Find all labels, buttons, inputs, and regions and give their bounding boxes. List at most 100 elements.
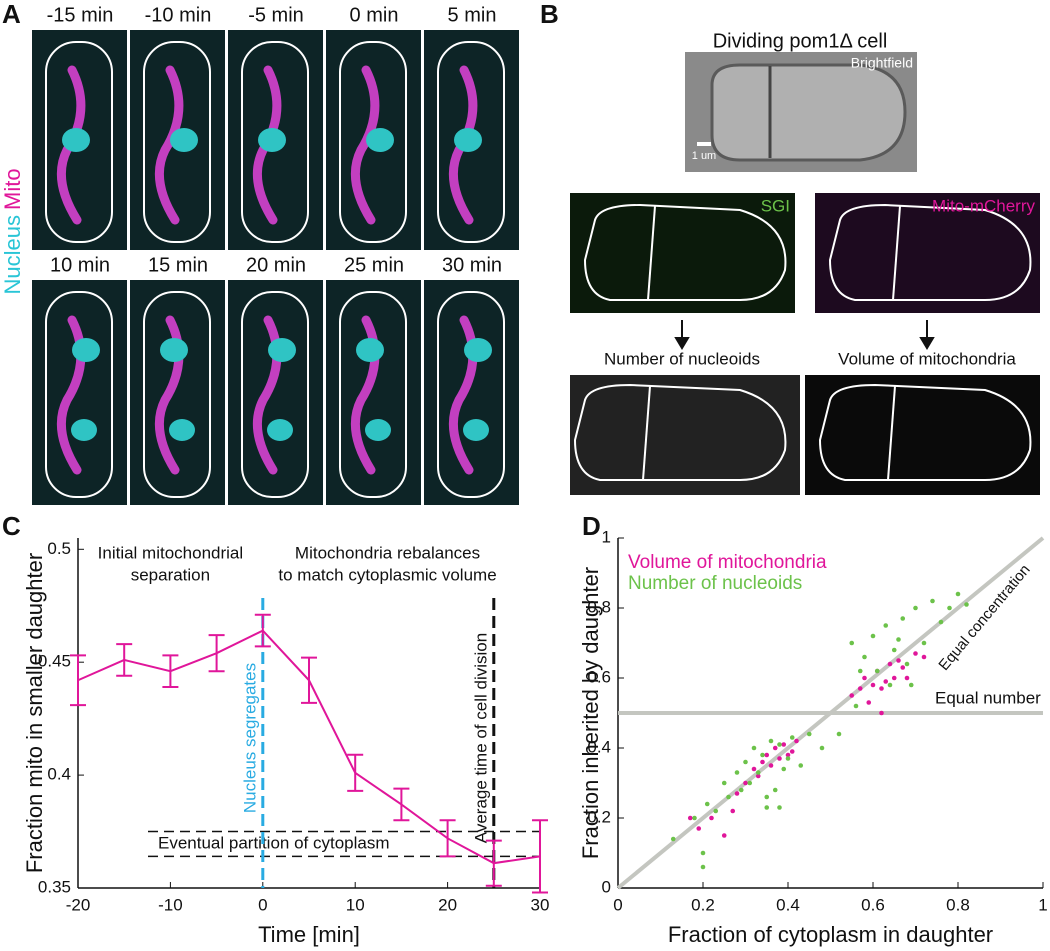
label: 1 um [692,150,716,162]
point [874,668,880,674]
nucleus [62,128,90,152]
time-label: -5 min [248,4,304,26]
x-tick-label: 0.8 [946,895,970,914]
point [700,850,706,856]
nucleus [170,128,198,152]
point [772,745,778,751]
error-bar [532,819,548,894]
line-label: Equal concentration [935,561,1033,674]
point [794,738,799,744]
legend-entry: Volume of mitochondria [628,552,827,573]
time-label: 10 min [50,254,110,276]
scale-bar [697,142,711,146]
point [887,661,893,667]
point [900,616,906,621]
point [789,749,795,754]
point [955,591,961,597]
point [849,693,855,698]
point [964,602,969,607]
x-tick-label: 0.2 [691,895,715,914]
time-label: 0 min [350,4,399,26]
time-label: -10 min [145,4,212,26]
point [879,710,884,716]
point [777,742,782,747]
nucleus [71,419,97,441]
point [738,787,744,793]
x-tick-label: 0.4 [776,895,800,914]
nucleus [258,128,286,152]
cell-outline [241,41,309,243]
point [913,605,918,611]
cell-outline [339,291,407,498]
x-tick-label: -20 [66,895,91,914]
point [777,805,782,810]
point [755,770,761,775]
panel-letter: C [2,511,21,541]
cell-outline [45,41,113,243]
annotation: to match cytoplasmic volume [278,565,496,584]
y-tick-label: 0.4 [47,765,71,784]
nucleus [454,128,482,152]
cell-outline [241,291,309,498]
point [704,801,710,807]
mito [56,65,86,225]
point [751,745,757,751]
x-tick-label: 0.6 [861,895,885,914]
nucleus [464,338,492,362]
point [930,598,935,604]
point [789,735,795,740]
point [908,682,914,688]
b-title: Dividing pom1Δ cell [713,30,888,52]
mito [448,65,478,225]
point [713,808,719,814]
point [730,808,736,814]
cell-outline [437,41,505,243]
y-tick-label: 0.4 [587,737,611,756]
label: Brightfield [851,55,913,71]
y-tick-label: 0.2 [587,807,611,826]
point [896,658,901,663]
point [870,682,876,688]
time-label: 15 min [148,254,208,276]
point [866,700,872,705]
point [692,815,697,821]
y-axis-label: Fraction mito in smaller daughter [22,553,47,873]
point [891,675,897,681]
cell-outlines [573,203,1032,481]
nucleus [169,419,195,441]
time-label: 25 min [344,254,404,276]
point [798,763,804,768]
cell-outline [143,41,211,243]
point [879,686,884,691]
x-axis-label: Fraction of cytoplasm in daughter [668,922,993,947]
panel-letter: D [582,511,601,541]
point [883,623,889,628]
point [670,836,676,842]
y-tick-label: 0 [602,877,611,896]
point [921,654,927,660]
point [696,826,702,831]
point [777,756,782,761]
nucleus [366,128,394,152]
mito [154,65,184,225]
panel-letter: A [2,0,21,29]
point [764,794,770,800]
point [870,633,876,639]
point [764,805,770,810]
point [900,665,906,670]
point [768,763,774,768]
y-axis-label: Fraction inherited by daughter [578,567,603,859]
point [687,815,693,821]
nucleoid-render [570,375,800,495]
point [781,766,787,772]
point [709,815,714,821]
cell [710,63,907,162]
cell-outline [437,291,505,498]
point [743,780,748,786]
x-tick-label: 1 [1038,895,1047,914]
point [862,654,867,660]
panel-letter: B [540,0,559,29]
y-tick-label: 1 [602,527,611,546]
time-label: 5 min [448,4,497,26]
point [857,668,863,674]
